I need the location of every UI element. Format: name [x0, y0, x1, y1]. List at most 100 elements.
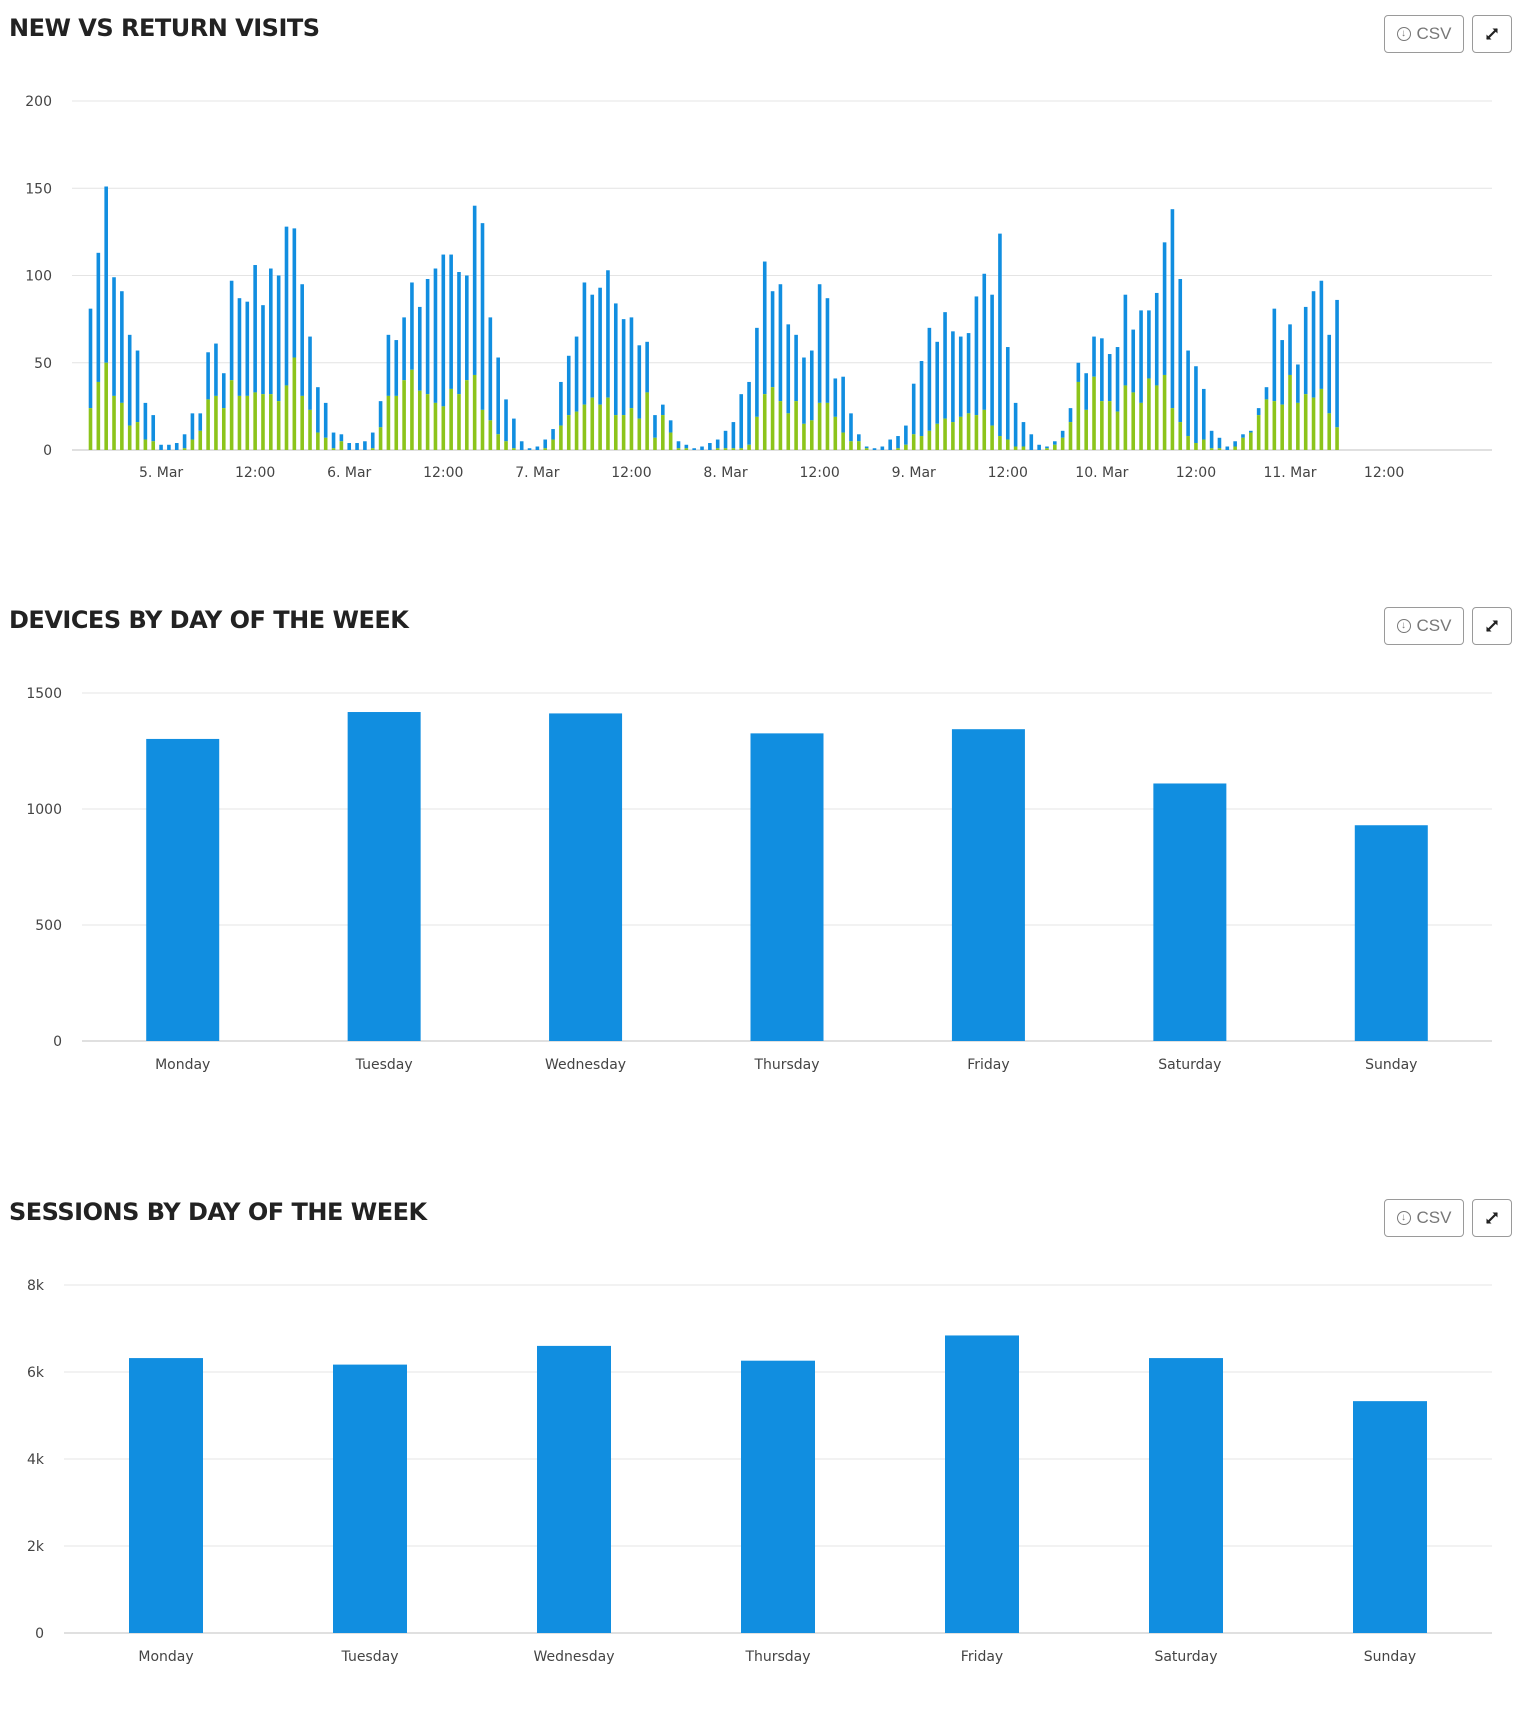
bar-wednesday[interactable] [549, 713, 623, 1041]
bar-new-visits[interactable] [1068, 422, 1073, 450]
csv-download-button[interactable]: ↓ CSV [1384, 15, 1464, 53]
bar-return-visits[interactable] [1178, 278, 1183, 423]
bar-return-visits[interactable] [457, 272, 461, 395]
bar-return-visits[interactable] [1170, 209, 1175, 409]
bar-new-visits[interactable] [943, 418, 947, 450]
bar-return-visits[interactable] [943, 312, 947, 419]
bar-return-visits[interactable] [990, 294, 994, 426]
bar-new-visits[interactable] [864, 448, 869, 450]
bar-new-visits[interactable] [723, 448, 728, 450]
bar-sunday[interactable] [1354, 825, 1428, 1041]
bar-new-visits[interactable] [841, 432, 845, 450]
bar-new-visits[interactable] [1319, 388, 1324, 450]
bar-new-visits[interactable] [1241, 437, 1245, 450]
bar-new-visits[interactable] [911, 434, 916, 450]
bar-new-visits[interactable] [1272, 401, 1277, 450]
bar-return-visits[interactable] [966, 333, 971, 414]
bar-new-visits[interactable] [762, 394, 767, 450]
bar-return-visits[interactable] [637, 345, 642, 419]
bar-return-visits[interactable] [339, 434, 344, 442]
bar-new-visits[interactable] [802, 423, 806, 450]
bar-return-visits[interactable] [472, 205, 477, 375]
bar-return-visits[interactable] [1311, 291, 1316, 398]
bar-new-visits[interactable] [1123, 385, 1128, 450]
bar-return-visits[interactable] [629, 317, 634, 409]
bar-return-visits[interactable] [1147, 310, 1151, 379]
bar-return-visits[interactable] [417, 306, 422, 391]
bar-new-visits[interactable] [739, 448, 744, 450]
bar-new-visits[interactable] [1100, 401, 1104, 450]
bar-return-visits[interactable] [370, 432, 375, 449]
bar-return-visits[interactable] [104, 186, 108, 363]
bar-return-visits[interactable] [1123, 294, 1128, 386]
bar-return-visits[interactable] [927, 327, 932, 431]
bar-return-visits[interactable] [433, 268, 438, 403]
bar-return-visits[interactable] [543, 439, 548, 449]
bar-new-visits[interactable] [323, 437, 328, 450]
bar-return-visits[interactable] [1280, 340, 1284, 405]
bar-return-visits[interactable] [1194, 366, 1198, 444]
bar-new-visits[interactable] [1249, 432, 1253, 450]
bar-new-visits[interactable] [574, 411, 579, 450]
bar-new-visits[interactable] [998, 436, 1002, 450]
bar-return-visits[interactable] [880, 446, 885, 450]
bar-new-visits[interactable] [1288, 374, 1292, 450]
bar-return-visits[interactable] [1053, 441, 1057, 445]
bar-new-visits[interactable] [857, 441, 861, 450]
bar-new-visits[interactable] [1201, 439, 1206, 450]
bar-return-visits[interactable] [1201, 388, 1206, 440]
bar-new-visits[interactable] [1296, 402, 1300, 450]
bar-return-visits[interactable] [1241, 434, 1245, 438]
bar-return-visits[interactable] [551, 429, 555, 440]
bar-return-visits[interactable] [449, 254, 453, 389]
bar-new-visits[interactable] [629, 408, 634, 450]
bar-new-visits[interactable] [904, 444, 908, 450]
bar-new-visits[interactable] [206, 399, 210, 450]
bar-return-visits[interactable] [559, 381, 563, 426]
bar-return-visits[interactable] [1288, 324, 1292, 375]
bar-new-visits[interactable] [896, 448, 900, 450]
bar-new-visits[interactable] [261, 394, 265, 450]
bar-new-visits[interactable] [96, 381, 101, 450]
bar-new-visits[interactable] [559, 425, 563, 450]
bar-new-visits[interactable] [1327, 413, 1332, 450]
bar-return-visits[interactable] [1319, 280, 1324, 389]
bar-return-visits[interactable] [229, 280, 234, 381]
bar-new-visits[interactable] [441, 406, 446, 450]
bar-new-visits[interactable] [794, 401, 798, 450]
bar-new-visits[interactable] [1209, 448, 1214, 450]
bar-return-visits[interactable] [276, 275, 281, 402]
bar-sunday[interactable] [1353, 1401, 1427, 1633]
bar-return-visits[interactable] [316, 387, 320, 433]
bar-return-visits[interactable] [904, 425, 908, 445]
bar-return-visits[interactable] [896, 436, 900, 449]
bar-return-visits[interactable] [982, 273, 987, 410]
bar-new-visits[interactable] [1084, 409, 1088, 450]
bar-return-visits[interactable] [841, 376, 845, 433]
bar-return-visits[interactable] [935, 341, 940, 424]
bar-new-visits[interactable] [151, 441, 156, 450]
bar-new-visits[interactable] [849, 441, 853, 450]
bar-return-visits[interactable] [692, 448, 696, 450]
bar-new-visits[interactable] [488, 420, 493, 450]
bar-new-visits[interactable] [378, 427, 383, 450]
bar-new-visits[interactable] [935, 423, 940, 450]
bar-new-visits[interactable] [825, 402, 830, 450]
bar-new-visits[interactable] [512, 448, 516, 450]
bar-new-visits[interactable] [135, 422, 140, 450]
bar-new-visits[interactable] [229, 380, 234, 450]
bar-tuesday[interactable] [347, 712, 421, 1041]
csv-download-button[interactable]: ↓ CSV [1384, 1199, 1464, 1237]
bar-new-visits[interactable] [88, 408, 93, 450]
bar-return-visits[interactable] [1335, 299, 1339, 428]
bar-new-visits[interactable] [1076, 381, 1081, 450]
bar-new-visits[interactable] [182, 448, 187, 450]
bar-return-visits[interactable] [512, 418, 516, 449]
bar-new-visits[interactable] [410, 369, 414, 450]
bar-new-visits[interactable] [425, 394, 430, 450]
bar-new-visits[interactable] [974, 415, 979, 450]
bar-return-visits[interactable] [762, 261, 767, 395]
bar-return-visits[interactable] [802, 357, 806, 424]
bar-return-visits[interactable] [872, 448, 877, 450]
bar-return-visits[interactable] [1013, 402, 1018, 447]
